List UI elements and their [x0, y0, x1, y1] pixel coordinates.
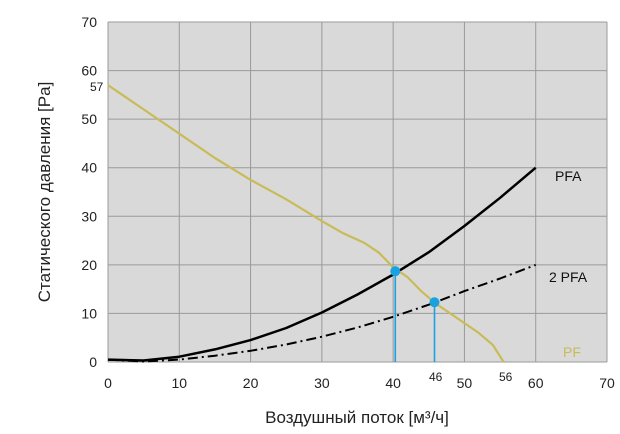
marker-point	[429, 297, 440, 308]
grid	[107, 21, 608, 363]
y-tick-label: 30	[81, 208, 97, 224]
x-axis-label: Воздушный поток [м³/ч]	[265, 408, 449, 427]
series-label-pf: PF	[563, 344, 581, 360]
y-tick-label: 40	[81, 160, 97, 176]
series-line-2-pfa	[107, 263, 537, 363]
x-extra-label-46: 46	[429, 370, 443, 384]
x-extra-label-56: 56	[499, 370, 513, 384]
series-layer	[107, 84, 537, 363]
x-tick-label: 60	[528, 375, 544, 391]
x-tick-label: 10	[171, 375, 187, 391]
series-label-pfa: PFA	[555, 168, 582, 184]
plot-area	[108, 22, 607, 362]
y-tick-label: 60	[81, 63, 97, 79]
y-tick-label: 70	[81, 14, 97, 30]
x-tick-label: 30	[314, 375, 330, 391]
markers-layer	[390, 266, 440, 362]
x-tick-label: 0	[104, 375, 112, 391]
marker-point	[390, 266, 401, 277]
series-label-2pfa: 2 PFA	[549, 269, 588, 285]
y-tick-label: 10	[81, 305, 97, 321]
x-tick-label: 20	[243, 375, 259, 391]
x-ticks: 0 10 20 30 40 50 60 70	[104, 375, 615, 391]
series-line-pf	[107, 84, 505, 363]
y-tick-label: 0	[89, 354, 97, 370]
series-line-pfa	[107, 166, 537, 362]
x-tick-label: 50	[457, 375, 473, 391]
y-tick-label: 20	[81, 257, 97, 273]
y-tick-label: 50	[81, 111, 97, 127]
y-extra-label-57: 57	[90, 80, 104, 94]
y-axis-label: Статического давления [Pa]	[35, 82, 54, 303]
x-tick-label: 70	[599, 375, 615, 391]
y-ticks: 0 10 20 30 40 50 60 70	[81, 14, 97, 370]
x-tick-label: 40	[385, 375, 401, 391]
